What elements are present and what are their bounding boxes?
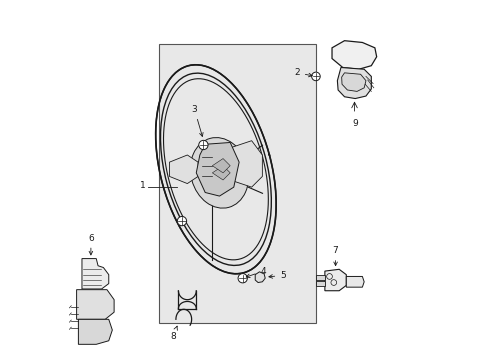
Text: 1: 1 xyxy=(140,181,145,190)
Ellipse shape xyxy=(190,138,248,208)
Text: 5: 5 xyxy=(268,271,285,280)
Text: 8: 8 xyxy=(170,326,177,341)
Polygon shape xyxy=(324,269,346,291)
Circle shape xyxy=(198,140,207,150)
Text: 9: 9 xyxy=(352,119,357,128)
Text: 7: 7 xyxy=(332,246,338,266)
Text: 2: 2 xyxy=(294,68,312,77)
Polygon shape xyxy=(212,158,230,173)
Polygon shape xyxy=(337,67,370,99)
Circle shape xyxy=(177,216,186,226)
Polygon shape xyxy=(212,166,230,180)
Polygon shape xyxy=(315,275,324,280)
Polygon shape xyxy=(82,258,108,289)
Text: 6: 6 xyxy=(88,234,94,255)
Polygon shape xyxy=(196,143,239,196)
Circle shape xyxy=(238,274,247,283)
Polygon shape xyxy=(331,41,376,69)
Circle shape xyxy=(311,72,320,81)
Polygon shape xyxy=(255,272,264,283)
Text: 4: 4 xyxy=(246,267,265,278)
Polygon shape xyxy=(230,141,262,187)
Polygon shape xyxy=(77,290,114,319)
Text: 3: 3 xyxy=(191,105,203,136)
Polygon shape xyxy=(341,73,365,91)
Polygon shape xyxy=(315,281,324,287)
Polygon shape xyxy=(346,276,364,287)
Polygon shape xyxy=(78,319,112,344)
Bar xyxy=(159,44,315,323)
Polygon shape xyxy=(169,155,198,184)
